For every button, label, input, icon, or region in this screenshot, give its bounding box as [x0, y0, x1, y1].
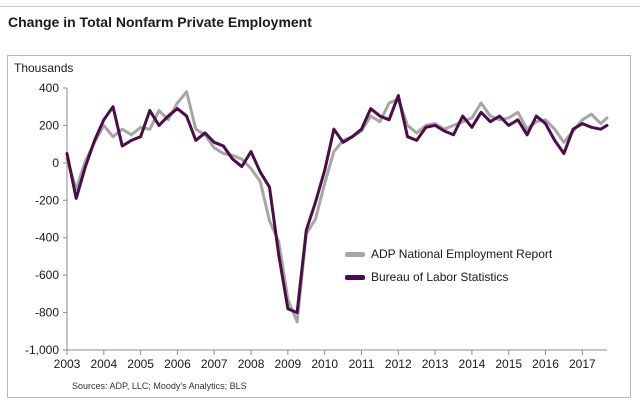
- source-note: Sources: ADP, LLC; Moody's Analytics; BL…: [72, 381, 247, 391]
- x-tick-label: 2009: [275, 357, 302, 371]
- y-tick-label: -400: [35, 231, 59, 245]
- x-tick-label: 2006: [164, 357, 191, 371]
- y-tick-label: 0: [52, 156, 59, 170]
- legend-swatch-adp: [345, 251, 365, 257]
- x-tick-label: 2008: [238, 357, 265, 371]
- x-tick-label: 2012: [385, 357, 412, 371]
- series-line-adp: [65, 90, 609, 324]
- x-tick-label: 2010: [311, 357, 338, 371]
- x-tick-label: 2011: [349, 357, 375, 371]
- legend-item-adp: ADP National Employment Report: [345, 244, 552, 264]
- x-tick-label: 2007: [201, 357, 228, 371]
- x-tick-label: 2014: [459, 357, 486, 371]
- y-tick-label: -200: [35, 193, 59, 207]
- x-tick-label: 2004: [90, 357, 117, 371]
- y-tick-label: -600: [35, 268, 59, 282]
- top-rule: [0, 6, 640, 7]
- y-tick-label: 200: [39, 118, 59, 132]
- y-axis-label: Thousands: [14, 61, 74, 75]
- y-tick-label: -1,000: [25, 343, 59, 357]
- x-tick-label: 2016: [532, 357, 559, 371]
- legend-label-adp: ADP National Employment Report: [371, 247, 553, 261]
- x-tick-label: 2013: [422, 357, 449, 371]
- y-tick-label: -800: [35, 306, 59, 320]
- x-tick-label: 2015: [495, 357, 522, 371]
- x-tick-label: 2003: [54, 357, 81, 371]
- series-line-bls: [65, 94, 609, 315]
- y-tick-label: 400: [39, 81, 59, 95]
- legend-label-bls: Bureau of Labor Statistics: [371, 270, 509, 284]
- x-tick-label: 2017: [569, 357, 596, 371]
- legend-swatch-bls: [345, 274, 365, 280]
- legend-item-bls: Bureau of Labor Statistics: [345, 267, 552, 287]
- x-tick-label: 2005: [127, 357, 154, 371]
- legend: ADP National Employment Report Bureau of…: [345, 244, 552, 290]
- series-layer: [65, 90, 609, 324]
- chart-title: Change in Total Nonfarm Private Employme…: [8, 14, 312, 30]
- chart-frame: [7, 55, 631, 398]
